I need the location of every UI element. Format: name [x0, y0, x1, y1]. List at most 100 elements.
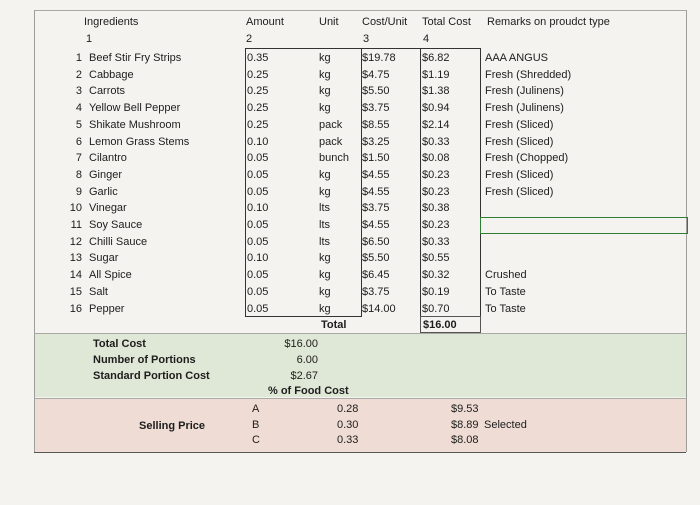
row-number: 1 — [75, 52, 82, 64]
unit-cell: lts — [319, 235, 330, 248]
grid-line — [34, 452, 686, 453]
grid-line — [361, 48, 362, 317]
total-cost-cell: $0.70 — [422, 302, 450, 315]
ingredient-name: Beef Stir Fry Strips — [89, 52, 182, 64]
amount-cell: 0.05 — [247, 168, 269, 181]
total-cost-cell: $0.23 — [422, 185, 450, 198]
selling-price-label: Selling Price — [139, 420, 206, 432]
cost-per-unit-cell: $5.50 — [362, 85, 390, 98]
ingredient-name: Salt — [89, 285, 108, 298]
row-number: 7 — [75, 152, 82, 165]
row-number: 3 — [75, 85, 82, 98]
row-number: 11 — [70, 219, 82, 231]
amount-cell: 0.05 — [247, 219, 269, 231]
amount-cell: 0.25 — [247, 85, 269, 98]
ingredient-name: Garlic — [89, 185, 118, 198]
grid-line — [480, 48, 481, 317]
option-price: $8.89 — [451, 418, 479, 431]
total-cost-cell: $0.23 — [422, 219, 450, 231]
ingredient-name: Ginger — [89, 168, 123, 181]
table-row: 13 Sugar 0.10 kg $5.50 $0.55 — [0, 250, 700, 267]
grid-line — [34, 10, 35, 452]
total-cost-cell: $0.33 — [422, 235, 450, 248]
amount-cell: 0.10 — [247, 135, 269, 148]
remark-cell: AAA ANGUS — [485, 52, 548, 64]
total-cost-cell: $0.19 — [422, 285, 450, 298]
selling-price-section — [34, 399, 686, 452]
ingredient-name: Lemon Grass Stems — [89, 135, 190, 148]
summary-section — [34, 334, 686, 397]
total-cost-cell: $6.82 — [422, 52, 450, 64]
table-row: 4 Yellow Bell Pepper 0.25 kg $3.75 $0.94 Fresh… — [0, 100, 700, 117]
amount-cell: 0.05 — [247, 235, 269, 248]
col-number: 2 — [246, 33, 253, 45]
total-cost-cell: $1.38 — [422, 85, 450, 98]
ingredient-name: Sugar — [89, 252, 119, 265]
unit-cell: kg — [319, 52, 331, 64]
unit-cell: kg — [319, 85, 331, 98]
row-number: 9 — [75, 185, 82, 198]
amount-cell: 0.25 — [247, 68, 269, 81]
amount-cell: 0.05 — [247, 152, 269, 165]
grid-line — [245, 316, 361, 317]
unit-cell: lts — [319, 219, 330, 231]
amount-cell: 0.25 — [247, 102, 269, 115]
row-number: 12 — [69, 235, 82, 248]
total-cost-cell: $0.38 — [422, 202, 450, 215]
remark-cell: Fresh (Sliced) — [485, 168, 554, 181]
table-row: 14 All Spice 0.05 kg $6.45 $0.32 Crushed — [0, 267, 700, 284]
amount-cell: 0.05 — [247, 185, 269, 198]
table-row: 16 Pepper 0.05 kg $14.00 $0.70 To Taste — [0, 301, 700, 318]
total-label: Total — [321, 319, 347, 331]
unit-cell: kg — [319, 102, 331, 115]
cost-per-unit-cell: $4.55 — [362, 185, 390, 198]
cost-per-unit-cell: $3.25 — [362, 135, 390, 148]
amount-cell: 0.10 — [247, 252, 269, 265]
cost-per-unit-cell: $1.50 — [362, 152, 390, 165]
option-letter: A — [252, 403, 260, 415]
cost-per-unit-cell: $8.55 — [362, 118, 390, 131]
selected-cell[interactable] — [480, 217, 688, 234]
total-cost-cell: $1.19 — [422, 68, 450, 81]
table-row: 1 Beef Stir Fry Strips 0.35 kg $19.78 $6.82 AA… — [0, 50, 700, 67]
unit-cell: pack — [319, 118, 343, 131]
unit-cell: kg — [319, 252, 331, 265]
row-number: 8 — [75, 168, 82, 181]
table-row: 6 Lemon Grass Stems 0.10 pack $3.25 $0.33 Fres… — [0, 134, 700, 151]
table-row: 5 Shikate Mushroom 0.25 pack $8.55 $2.14 Fresh… — [0, 117, 700, 134]
option-letter: C — [252, 434, 260, 446]
option-percent: 0.28 — [337, 403, 359, 415]
remark-cell: Fresh (Chopped) — [485, 152, 569, 165]
ingredient-name: Vinegar — [89, 202, 127, 215]
table-row: 11 Soy Sauce 0.05 lts $4.55 $0.23 — [0, 217, 700, 234]
total-cost-cell: $0.08 — [422, 152, 450, 165]
ingredient-name: Cilantro — [89, 152, 127, 165]
column-numbers: 1 2 3 4 — [0, 31, 700, 48]
row-number: 10 — [69, 202, 82, 215]
header-ingredients: Ingredients — [84, 16, 139, 28]
summary-portion-cost: Standard Portion Cost $2.67 — [0, 368, 700, 385]
summary-label: Standard Portion Cost — [93, 370, 210, 382]
cost-per-unit-cell: $3.75 — [362, 285, 390, 298]
unit-cell: pack — [319, 135, 343, 148]
row-number: 4 — [75, 102, 82, 115]
row-number: 13 — [69, 252, 82, 265]
total-cost-cell: $0.23 — [422, 168, 450, 181]
grid-line — [686, 10, 687, 452]
cost-per-unit-cell: $14.00 — [362, 302, 396, 315]
remark-cell: Fresh (Julinens) — [485, 85, 564, 98]
selling-price-label-row: Selling Price — [0, 418, 700, 435]
table-row: 2 Cabbage 0.25 kg $4.75 $1.19 Fresh (Shredded) — [0, 67, 700, 84]
amount-cell: 0.35 — [247, 52, 269, 64]
col-number: 3 — [363, 33, 370, 45]
selling-option-row: B 0.30 $8.89 Selected — [0, 417, 700, 434]
table-row: 3 Carrots 0.25 kg $5.50 $1.38 Fresh (Julinens) — [0, 83, 700, 100]
total-value: $16.00 — [423, 319, 457, 331]
col-number: 1 — [86, 33, 93, 45]
unit-cell: lts — [319, 202, 330, 215]
food-cost-pct-header: % of Food Cost — [0, 383, 700, 400]
row-number: 2 — [75, 68, 82, 81]
remark-cell: To Taste — [485, 285, 526, 298]
ingredient-name: Carrots — [89, 85, 126, 98]
